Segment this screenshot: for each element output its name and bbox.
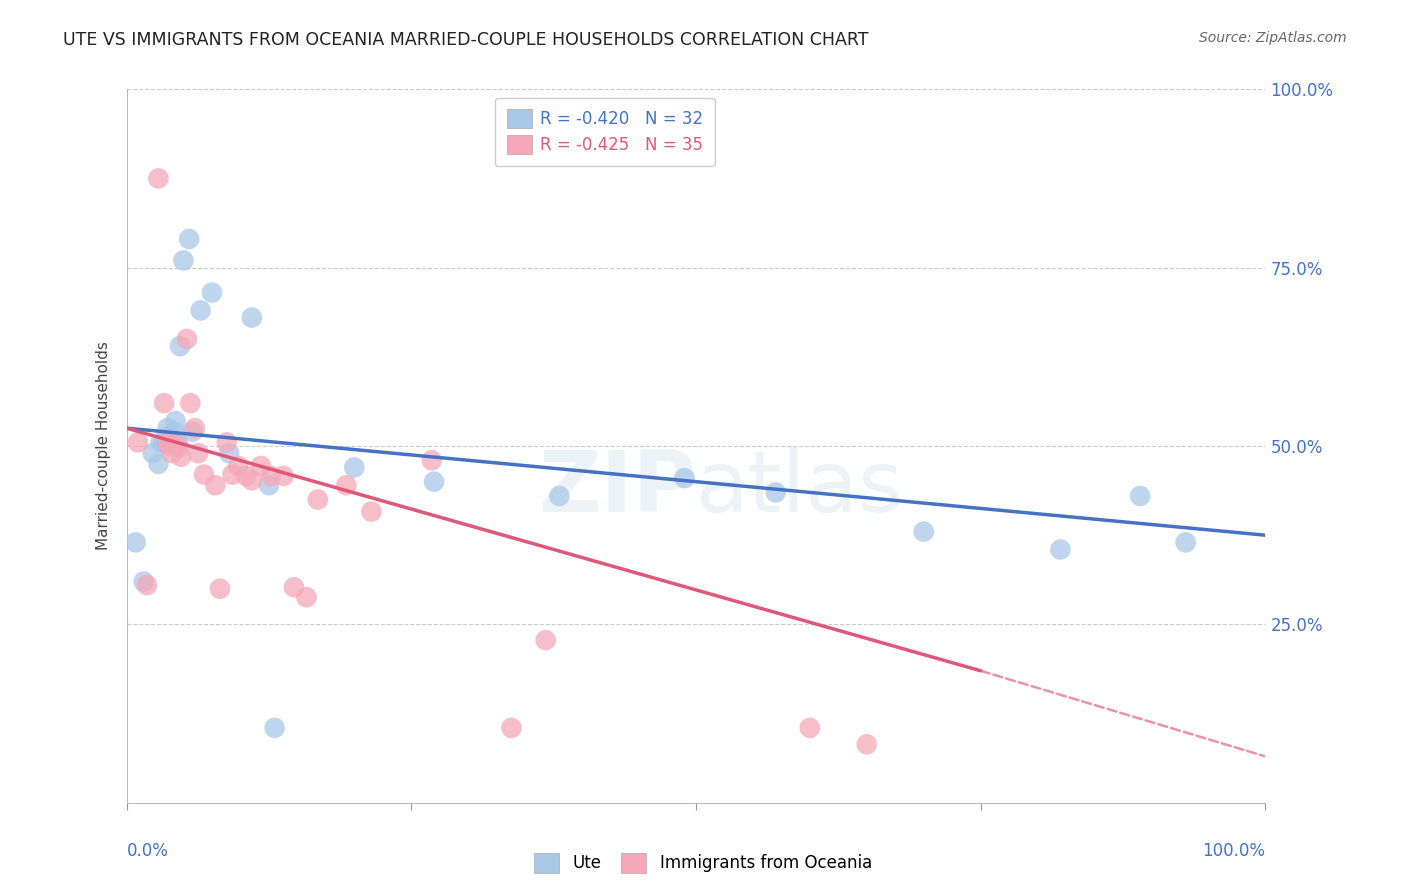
Legend: Ute, Immigrants from Oceania: Ute, Immigrants from Oceania [527, 847, 879, 880]
Text: 0.0%: 0.0% [127, 842, 169, 860]
Point [273, 469, 295, 483]
Point [201, 285, 224, 300]
Point [534, 633, 557, 648]
Point [673, 471, 696, 485]
Point [156, 435, 179, 450]
Point [190, 303, 212, 318]
Point [152, 435, 174, 450]
Point [179, 232, 201, 246]
Point [855, 737, 877, 751]
Point [423, 475, 446, 489]
Y-axis label: Married-couple Households: Married-couple Households [96, 342, 111, 550]
Point [132, 574, 155, 589]
Point [159, 439, 181, 453]
Point [169, 339, 191, 353]
Point [283, 580, 305, 594]
Point [1174, 535, 1197, 549]
Point [153, 396, 176, 410]
Point [160, 435, 183, 450]
Point [240, 473, 263, 487]
Text: Source: ZipAtlas.com: Source: ZipAtlas.com [1199, 31, 1347, 45]
Point [187, 446, 209, 460]
Point [172, 253, 194, 268]
Text: ZIP: ZIP [538, 447, 696, 531]
Text: atlas: atlas [696, 447, 904, 531]
Point [142, 446, 165, 460]
Point [167, 441, 190, 455]
Point [221, 467, 243, 482]
Legend: R = -0.420   N = 32, R = -0.425   N = 35: R = -0.420 N = 32, R = -0.425 N = 35 [495, 97, 714, 166]
Point [179, 396, 201, 410]
Point [215, 435, 238, 450]
Point [307, 492, 329, 507]
Point [260, 469, 283, 483]
Point [501, 721, 523, 735]
Point [912, 524, 935, 539]
Point [263, 721, 285, 735]
Point [226, 458, 249, 473]
Point [218, 446, 240, 460]
Point [181, 425, 204, 439]
Point [136, 578, 159, 592]
Point [155, 432, 177, 446]
Text: 100.0%: 100.0% [1202, 842, 1265, 860]
Point [765, 485, 787, 500]
Point [149, 435, 172, 450]
Point [170, 450, 193, 464]
Point [240, 310, 263, 325]
Point [166, 435, 188, 450]
Point [159, 428, 181, 442]
Point [235, 469, 257, 483]
Point [148, 457, 170, 471]
Point [208, 582, 231, 596]
Point [250, 458, 273, 473]
Point [160, 446, 183, 460]
Point [1129, 489, 1152, 503]
Point [1049, 542, 1071, 557]
Point [295, 591, 318, 605]
Point [127, 435, 149, 450]
Point [257, 478, 280, 492]
Point [165, 437, 187, 451]
Point [204, 478, 226, 492]
Point [420, 453, 443, 467]
Point [548, 489, 571, 503]
Point [163, 425, 186, 439]
Point [148, 171, 170, 186]
Point [335, 478, 357, 492]
Point [165, 414, 187, 428]
Point [124, 535, 146, 549]
Point [193, 467, 215, 482]
Point [799, 721, 821, 735]
Point [176, 332, 198, 346]
Point [360, 505, 382, 519]
Point [343, 460, 366, 475]
Point [184, 421, 207, 435]
Point [156, 421, 179, 435]
Text: UTE VS IMMIGRANTS FROM OCEANIA MARRIED-COUPLE HOUSEHOLDS CORRELATION CHART: UTE VS IMMIGRANTS FROM OCEANIA MARRIED-C… [63, 31, 869, 49]
